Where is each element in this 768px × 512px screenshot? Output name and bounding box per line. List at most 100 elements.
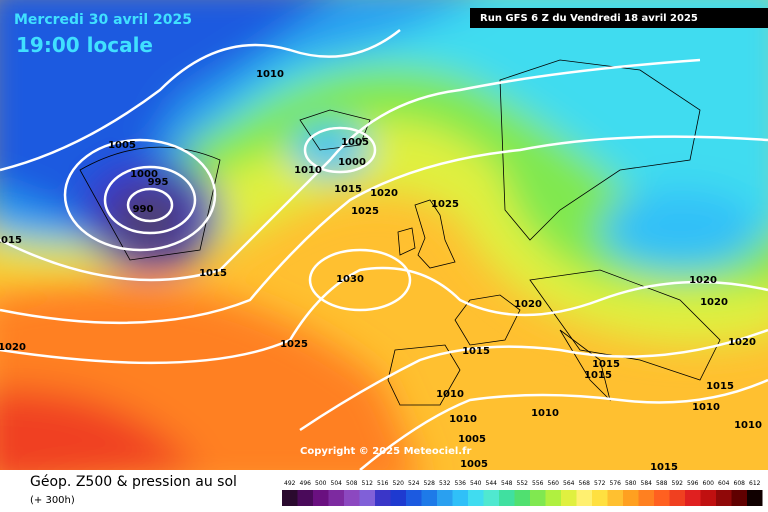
isobar-label: 1025 <box>431 199 459 210</box>
isobar-label: 1010 <box>692 402 720 413</box>
scale-swatch <box>576 490 592 506</box>
isobar-labels: 1010100510009959901015101510201005100010… <box>0 69 762 473</box>
scale-label: 508 <box>346 480 358 487</box>
scale-swatch <box>468 490 484 506</box>
scale-swatch <box>731 490 747 506</box>
scale-swatch <box>700 490 716 506</box>
scale-label: 564 <box>563 480 575 487</box>
scale-swatch <box>499 490 515 506</box>
scale-swatch <box>530 490 546 506</box>
isobar-label: 1025 <box>351 206 379 217</box>
isobar-label: 1020 <box>689 275 717 286</box>
scale-label: 560 <box>548 480 560 487</box>
isobar-label: 1015 <box>706 381 734 392</box>
isobar-label: 1020 <box>514 299 542 310</box>
isobar-label: 1015 <box>462 346 490 357</box>
isobar-label: 1015 <box>334 184 362 195</box>
scale-swatch <box>685 490 701 506</box>
forecast-date: Mercredi 30 avril 2025 <box>14 12 192 28</box>
scale-swatch <box>638 490 654 506</box>
z500-field <box>0 0 768 490</box>
isobar-label: 1020 <box>370 188 398 199</box>
isobar-label: 1000 <box>338 157 366 168</box>
isobar-label: 1020 <box>728 337 756 348</box>
scale-swatch <box>390 490 406 506</box>
scale-swatch <box>607 490 623 506</box>
isobar-label: 1010 <box>449 414 477 425</box>
scale-swatch <box>359 490 375 506</box>
scale-label: 580 <box>625 480 637 487</box>
scale-swatch <box>452 490 468 506</box>
scale-label: 544 <box>486 480 498 487</box>
footer-title: Géop. Z500 & pression au sol <box>30 474 237 490</box>
copyright: Copyright © 2025 Meteociel.fr <box>300 446 471 457</box>
scale-swatch <box>421 490 437 506</box>
isobar-label: 1020 <box>700 297 728 308</box>
scale-label: 520 <box>393 480 405 487</box>
isobar-label: 1010 <box>531 408 559 419</box>
forecast-time: 19:00 locale <box>16 33 153 57</box>
scale-label: 532 <box>439 480 451 487</box>
isobar-label: 1000 <box>130 169 158 180</box>
isobar-label: 1010 <box>734 420 762 431</box>
isobar-label: 1005 <box>341 137 369 148</box>
scale-label: 540 <box>470 480 482 487</box>
scale-swatch <box>297 490 313 506</box>
scale-label: 612 <box>749 480 761 487</box>
isobar-label: 1025 <box>280 339 308 350</box>
scale-swatch <box>669 490 685 506</box>
scale-label: 572 <box>594 480 606 487</box>
isobar-label: 1020 <box>0 342 26 353</box>
scale-label: 588 <box>656 480 668 487</box>
scale-swatch <box>623 490 639 506</box>
scale-label: 512 <box>362 480 374 487</box>
run-banner <box>470 8 768 28</box>
run-info: Run GFS 6 Z du Vendredi 18 avril 2025 <box>480 13 698 24</box>
scale-swatch <box>437 490 453 506</box>
scale-label: 568 <box>579 480 591 487</box>
isobar-label: 995 <box>148 177 169 188</box>
scale-label: 536 <box>455 480 467 487</box>
scale-label: 596 <box>687 480 699 487</box>
scale-swatch <box>483 490 499 506</box>
scale-label: 548 <box>501 480 513 487</box>
isobar-label: 1010 <box>256 69 284 80</box>
isobar-label: 1015 <box>650 462 678 473</box>
scale-swatch <box>514 490 530 506</box>
isobar-label: 1005 <box>458 434 486 445</box>
scale-swatch <box>406 490 422 506</box>
scale-label: 524 <box>408 480 420 487</box>
scale-label: 592 <box>672 480 684 487</box>
isobar-label: 1010 <box>436 389 464 400</box>
scale-swatch <box>747 490 763 506</box>
scale-label: 556 <box>532 480 544 487</box>
scale-swatch <box>545 490 561 506</box>
scale-label: 528 <box>424 480 436 487</box>
scale-label: 504 <box>331 480 343 487</box>
scale-swatch <box>375 490 391 506</box>
scale-swatch <box>344 490 360 506</box>
scale-swatch <box>716 490 732 506</box>
scale-swatch <box>561 490 577 506</box>
scale-label: 584 <box>641 480 653 487</box>
isobar-label: 1010 <box>294 165 322 176</box>
isobar-label: 1015 <box>199 268 227 279</box>
color-scale: 492 496 500 504 508 512 516 520 524 528 532 536 540 5… <box>282 480 763 506</box>
scale-label: 496 <box>300 480 312 487</box>
scale-label: 600 <box>703 480 715 487</box>
isobar-label: 1015 <box>592 359 620 370</box>
scale-label: 492 <box>284 480 296 487</box>
scale-label: 500 <box>315 480 327 487</box>
footer-lead: (+ 300h) <box>30 495 75 506</box>
isobar-label: 1015 <box>584 370 612 381</box>
scale-swatch <box>313 490 329 506</box>
isobar-label: 1005 <box>460 459 488 470</box>
scale-label: 576 <box>610 480 622 487</box>
isobars <box>0 29 768 471</box>
scale-label: 552 <box>517 480 529 487</box>
scale-label: 608 <box>734 480 746 487</box>
scale-label: 516 <box>377 480 389 487</box>
scale-swatch <box>654 490 670 506</box>
isobar-label: 1005 <box>108 140 136 151</box>
